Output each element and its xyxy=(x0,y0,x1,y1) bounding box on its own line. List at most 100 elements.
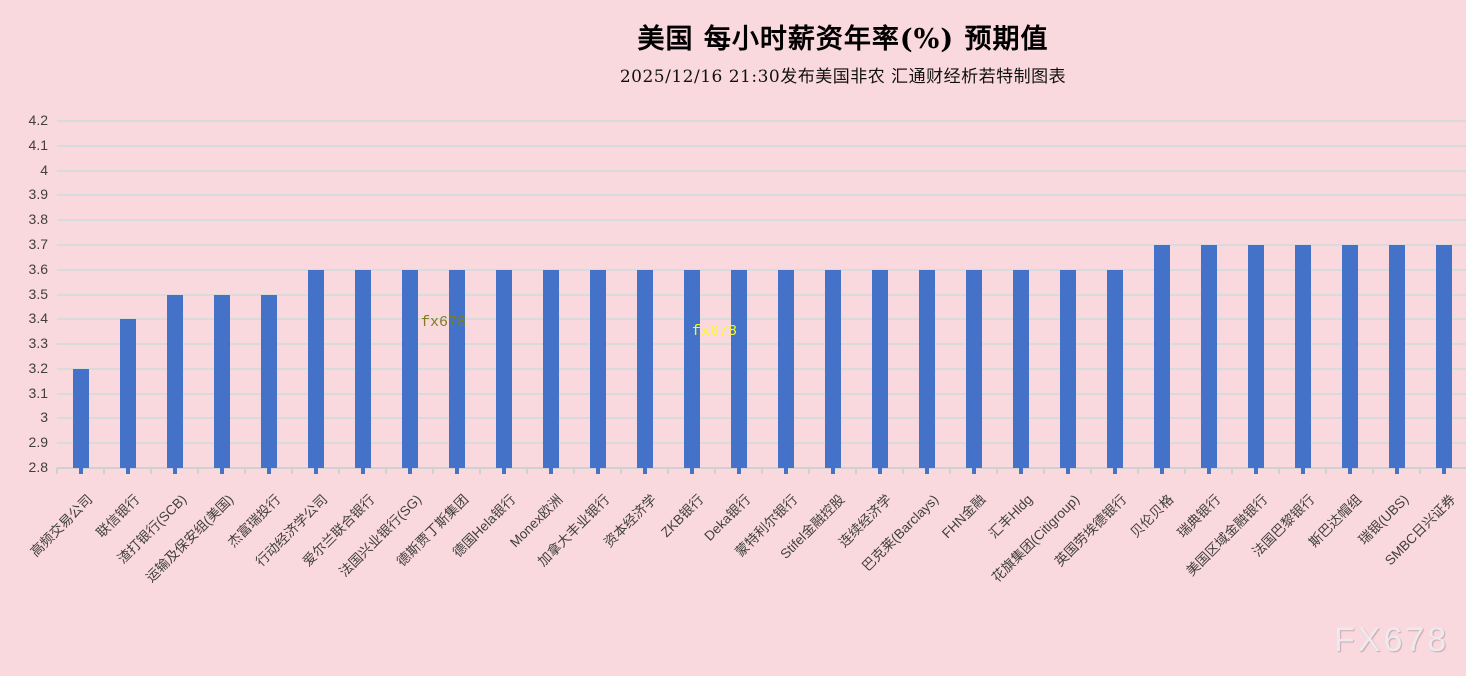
x-axis-tick xyxy=(714,468,716,474)
gridline xyxy=(57,318,1466,321)
x-axis-tick xyxy=(667,468,669,474)
y-axis-tick-label: 3.1 xyxy=(28,384,48,401)
bar-base-tick xyxy=(1159,468,1164,474)
bar-base-tick xyxy=(1018,468,1023,474)
bar xyxy=(448,269,465,468)
x-axis-tick xyxy=(291,468,293,474)
bar-base-tick xyxy=(971,468,976,474)
x-axis-tick xyxy=(338,468,340,474)
bar-base-tick xyxy=(642,468,647,474)
x-axis-tick xyxy=(902,468,904,474)
x-axis-tick xyxy=(150,468,152,474)
x-axis-tick xyxy=(808,468,810,474)
bar-base-tick xyxy=(689,468,694,474)
y-axis-tick-label: 3.5 xyxy=(28,285,48,302)
bar xyxy=(354,269,371,468)
bar-base-tick xyxy=(454,468,459,474)
bar-base-tick xyxy=(407,468,412,474)
x-axis-category-label: 贝伦贝格 xyxy=(1127,491,1176,541)
bar xyxy=(1153,244,1170,468)
x-axis-tick xyxy=(1184,468,1186,474)
watermark-fx678-olive: fx678 xyxy=(421,314,467,331)
bar-base-tick xyxy=(1394,468,1399,474)
bar xyxy=(260,294,277,468)
x-axis-tick xyxy=(1325,468,1327,474)
gridline xyxy=(57,392,1466,395)
bar xyxy=(542,269,559,468)
gridline xyxy=(57,367,1466,370)
x-axis-category-label: 高频交易公司 xyxy=(26,491,95,560)
bar xyxy=(1200,244,1217,468)
bar xyxy=(730,269,747,468)
watermark-fx678-corner: FX678 xyxy=(1334,621,1450,659)
bar-base-tick xyxy=(1441,468,1446,474)
bar xyxy=(918,269,935,468)
watermark-fx678-yellow: fx678 xyxy=(692,323,738,340)
x-axis-tick xyxy=(761,468,763,474)
bar-base-tick xyxy=(736,468,741,474)
x-axis-tick xyxy=(526,468,528,474)
gridline xyxy=(57,144,1466,147)
bar xyxy=(777,269,794,468)
bar-base-tick xyxy=(78,468,83,474)
bar-base-tick xyxy=(830,468,835,474)
y-axis-tick-label: 2.8 xyxy=(28,459,48,475)
chart-subtitle: 2025/12/16 21:30发布美国非农 汇通财经析若特制图表 xyxy=(619,67,1067,87)
x-axis-tick xyxy=(1090,468,1092,474)
bar xyxy=(1247,244,1264,468)
y-axis-tick-label: 2.9 xyxy=(28,434,48,451)
gridline xyxy=(57,343,1466,346)
x-axis-tick xyxy=(620,468,622,474)
x-axis-tick xyxy=(1419,468,1421,474)
bar-base-tick xyxy=(313,468,318,474)
bar-base-tick xyxy=(1347,468,1352,474)
bar-base-tick xyxy=(266,468,271,474)
y-axis-tick-label: 4 xyxy=(40,161,48,178)
chart-header: 美国 每小时薪资年率(%) 预期值 2025/12/16 21:30发布美国非农… xyxy=(0,24,1466,87)
bar xyxy=(1294,244,1311,468)
y-axis-tick-label: 4.1 xyxy=(28,136,48,153)
bar xyxy=(213,294,230,468)
bar-base-tick xyxy=(501,468,506,474)
x-axis-tick xyxy=(855,468,857,474)
x-axis-tick xyxy=(56,468,58,474)
x-axis-category-label: ZKB银行 xyxy=(657,491,706,541)
gridline xyxy=(57,194,1466,197)
gridline xyxy=(57,442,1466,445)
y-axis-tick-label: 3.2 xyxy=(28,359,48,376)
bar xyxy=(495,269,512,468)
x-axis-tick xyxy=(949,468,951,474)
bar xyxy=(307,269,324,468)
gridline xyxy=(57,293,1466,296)
bar-base-tick xyxy=(1112,468,1117,474)
y-axis-tick-label: 3.7 xyxy=(28,235,48,252)
bar xyxy=(683,269,700,468)
x-axis-tick xyxy=(573,468,575,474)
y-axis-tick-label: 4.2 xyxy=(28,112,48,128)
x-axis-tick xyxy=(244,468,246,474)
x-axis-tick xyxy=(1278,468,1280,474)
x-axis-tick xyxy=(197,468,199,474)
x-axis-tick xyxy=(385,468,387,474)
bar xyxy=(871,269,888,468)
gridline xyxy=(57,268,1466,271)
y-axis-tick-label: 3.8 xyxy=(28,211,48,228)
x-axis-tick xyxy=(103,468,105,474)
bar-base-tick xyxy=(783,468,788,474)
bar-base-tick xyxy=(360,468,365,474)
bar-base-tick xyxy=(595,468,600,474)
y-axis-tick-label: 3.4 xyxy=(28,310,48,327)
bar-base-tick xyxy=(877,468,882,474)
x-axis-tick xyxy=(479,468,481,474)
bar-base-tick xyxy=(125,468,130,474)
bar xyxy=(1341,244,1358,468)
bar-base-tick xyxy=(172,468,177,474)
y-axis-tick-label: 3.3 xyxy=(28,335,48,352)
bar-base-tick xyxy=(1206,468,1211,474)
bar-base-tick xyxy=(548,468,553,474)
bar xyxy=(1388,244,1405,468)
y-axis-tick-label: 3.6 xyxy=(28,260,48,277)
x-axis-tick xyxy=(1137,468,1139,474)
y-axis-tick-label: 3 xyxy=(40,409,48,426)
bar xyxy=(1059,269,1076,468)
